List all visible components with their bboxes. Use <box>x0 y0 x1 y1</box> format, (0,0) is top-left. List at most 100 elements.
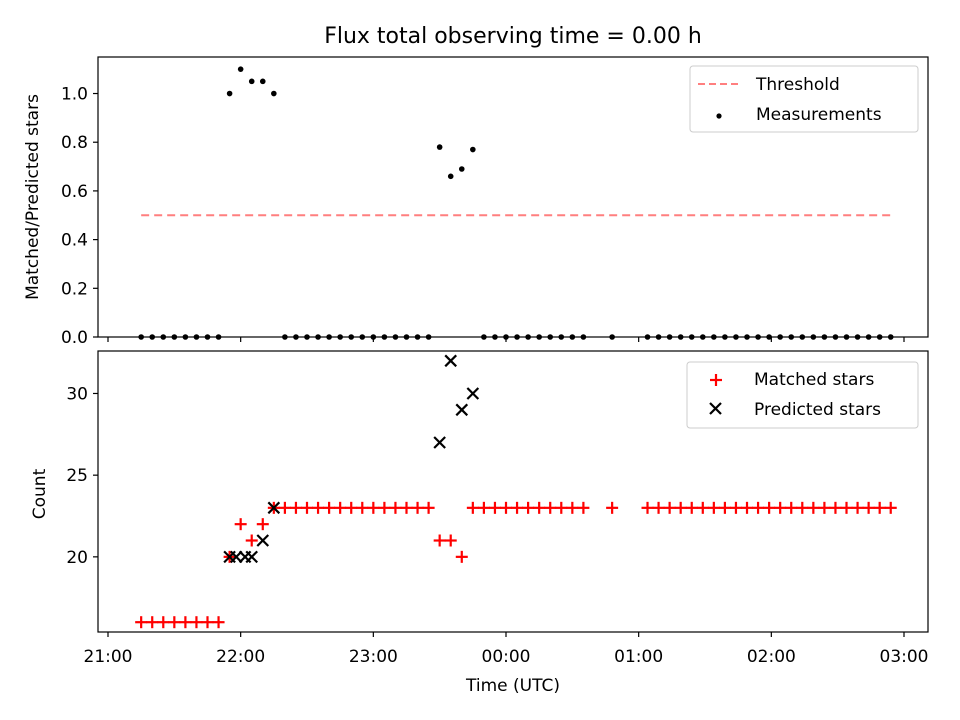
measurement-point <box>304 334 310 340</box>
bottom-y-tick-label: 30 <box>66 384 88 404</box>
measurement-point <box>149 334 156 340</box>
measurement-point <box>370 334 377 340</box>
measurement-point <box>799 334 806 340</box>
matched-star-point <box>356 501 369 514</box>
top-y-tick-label: 0.0 <box>61 328 88 348</box>
measurement-point <box>744 334 750 340</box>
top-panel: 0.0 0.2 0.4 0.6 0.8 1.0 Matched/Predicted sta… <box>23 56 929 348</box>
matched-star-point <box>168 616 181 629</box>
measurement-point <box>832 334 839 340</box>
matched-star-point <box>674 501 687 514</box>
top-legend-box <box>689 65 919 133</box>
matched-star-point <box>455 550 468 563</box>
x-tick-label: 00:00 <box>482 647 531 667</box>
chart-title: Flux total observing time = 0.00 h <box>324 24 702 49</box>
legend-predicted-label: Predicted stars <box>754 400 881 420</box>
matched-star-point <box>873 501 886 514</box>
measurement-point <box>580 334 587 340</box>
matched-star-point <box>774 501 787 514</box>
matched-star-point <box>884 501 897 514</box>
matched-star-point <box>555 501 568 514</box>
bottom-x-ticks: 21:00 22:00 23:00 00:00 01:00 02:00 03:00 <box>84 632 929 667</box>
matched-star-point <box>818 501 831 514</box>
top-legend: Threshold Measurements <box>689 65 919 133</box>
bottom-y-tick-label: 25 <box>66 466 88 486</box>
measurement-point <box>392 334 399 340</box>
measurement-point <box>282 334 288 340</box>
matched-star-point <box>763 501 776 514</box>
matched-star-point <box>741 501 754 514</box>
measurement-point <box>699 334 706 340</box>
matched-star-point <box>201 616 214 629</box>
measurement-point <box>414 334 421 340</box>
measurement-point <box>843 334 850 340</box>
measurement-point <box>514 334 520 340</box>
matched-star-point <box>323 501 336 514</box>
top-y-tick-label: 0.4 <box>61 231 88 251</box>
matched-star-point <box>477 501 490 514</box>
top-y-tick-label: 0.2 <box>61 279 88 299</box>
matched-star-point <box>157 616 170 629</box>
x-tick-label: 23:00 <box>349 647 398 667</box>
matched-star-point <box>190 616 203 629</box>
legend-measurements-label: Measurements <box>756 105 882 125</box>
matched-star-point <box>378 501 391 514</box>
matched-star-point <box>466 501 479 514</box>
predicted-star-point <box>466 387 480 400</box>
measurement-point <box>348 334 355 340</box>
measurement-point <box>887 334 894 340</box>
bottom-legend: Matched stars Predicted stars <box>686 361 919 429</box>
measurement-point <box>777 334 783 340</box>
measurement-point <box>666 334 673 340</box>
measurement-point <box>138 334 144 340</box>
matched-star-point <box>301 501 313 514</box>
matched-star-point <box>840 501 853 514</box>
matched-star-point <box>729 501 742 514</box>
top-y-tick-label: 0.6 <box>61 182 88 202</box>
matched-star-point <box>411 501 424 514</box>
x-axis-label: Time (UTC) <box>465 676 560 696</box>
measurement-point <box>403 334 410 340</box>
bottom-plot-marks <box>135 354 897 629</box>
matched-star-point <box>707 501 720 514</box>
matched-star-point <box>533 501 546 514</box>
x-tick-label: 22:00 <box>216 647 265 667</box>
matched-star-point <box>400 501 413 514</box>
measurement-point <box>788 334 795 340</box>
matched-star-point <box>367 501 380 514</box>
measurement-point <box>425 334 432 340</box>
matched-star-point <box>652 501 665 514</box>
measurement-point <box>755 334 761 340</box>
measurement-point <box>711 334 717 340</box>
measurement-point <box>644 334 651 340</box>
matched-star-point <box>389 501 402 514</box>
legend-matched-label: Matched stars <box>754 370 874 390</box>
measurement-point <box>722 334 728 340</box>
measurement-point <box>182 334 189 340</box>
bottom-plot-frame <box>97 350 929 633</box>
measurement-point <box>470 146 476 153</box>
bottom-y-tick-label: 20 <box>66 548 88 568</box>
measurement-point <box>609 334 615 340</box>
matched-star-point <box>807 501 820 514</box>
measurement-point <box>876 334 883 340</box>
matched-star-point <box>606 501 619 514</box>
matched-star-point <box>566 501 579 514</box>
measurement-point <box>865 334 872 340</box>
measurement-point <box>447 173 454 180</box>
matched-star-point <box>345 501 358 514</box>
matched-star-point <box>146 616 159 629</box>
matched-star-point <box>851 501 864 514</box>
measurement-point <box>337 334 343 340</box>
matched-star-point <box>212 616 225 629</box>
measurement-point <box>436 144 443 150</box>
matched-star-point <box>752 501 765 514</box>
predicted-star-point <box>455 403 469 417</box>
measurement-point <box>854 334 861 340</box>
top-plot-frame <box>97 56 929 338</box>
matched-star-point <box>444 534 457 547</box>
x-tick-label: 02:00 <box>747 647 796 667</box>
measurement-point <box>226 90 233 97</box>
measurement-point <box>558 334 565 340</box>
measurement-point <box>821 334 828 340</box>
